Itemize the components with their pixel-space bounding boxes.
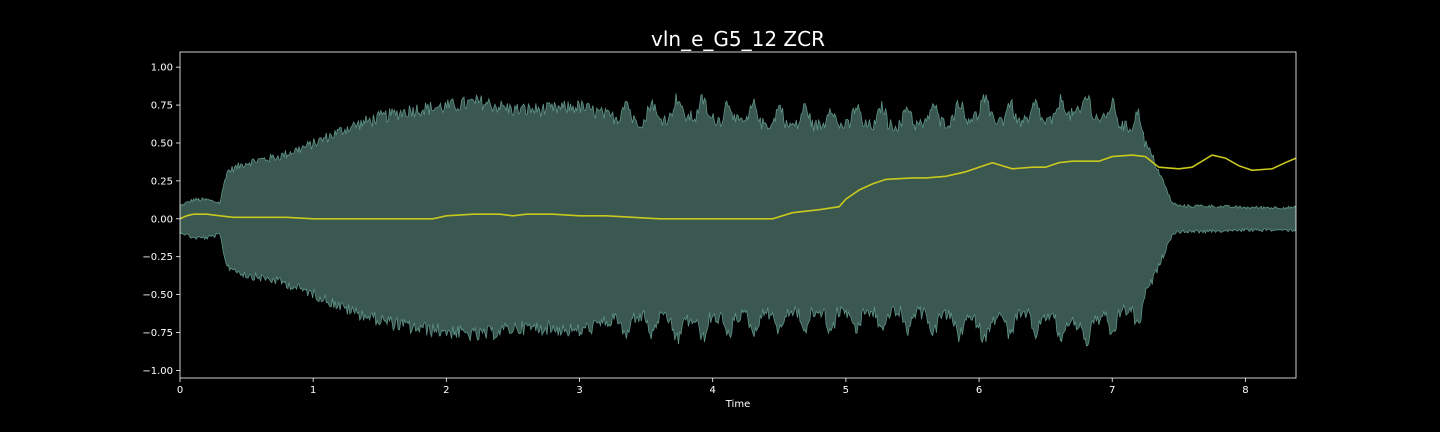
- y-tick-label: 1.00: [151, 63, 173, 74]
- x-tick-label: 5: [843, 385, 849, 396]
- x-tick-label: 2: [443, 385, 449, 396]
- plot-area: [180, 93, 1296, 347]
- zcr-line: [180, 154, 1296, 220]
- axes-frame: [179, 51, 1297, 379]
- x-tick-label: 3: [576, 385, 582, 396]
- y-tick-label: 0.25: [151, 176, 173, 187]
- y-tick-label: −0.50: [142, 290, 173, 301]
- x-tick-label: 1: [310, 385, 316, 396]
- x-tick-label: 4: [710, 385, 716, 396]
- y-axis: −1.00 −0.75 −0.50 −0.25 0.00 0.25 0.50 0.75 1.00: [142, 63, 180, 377]
- y-tick-label: 0.75: [151, 101, 173, 112]
- x-axis: 0 1 2 3 4 5 6 7 8: [177, 378, 1249, 396]
- x-tick-label: 7: [1109, 385, 1115, 396]
- y-tick-label: −0.75: [142, 328, 173, 339]
- x-tick-label: 8: [1242, 385, 1248, 396]
- y-tick-label: 0.00: [151, 214, 173, 225]
- x-tick-label: 6: [976, 385, 982, 396]
- y-tick-label: −0.25: [142, 252, 173, 263]
- x-tick-label: 0: [177, 385, 183, 396]
- y-tick-label: −1.00: [142, 366, 173, 377]
- chart-title: vln_e_G5_12 ZCR: [651, 27, 825, 51]
- x-axis-label: Time: [725, 399, 750, 410]
- y-tick-label: 0.50: [151, 138, 173, 149]
